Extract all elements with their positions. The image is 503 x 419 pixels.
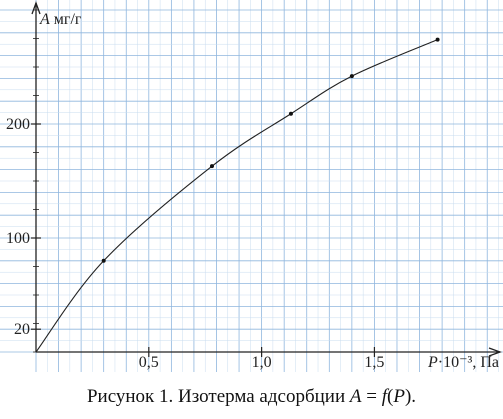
caption-A: A [349, 386, 362, 407]
y-tick-label: 100 [6, 230, 30, 247]
caption-close: ). [404, 386, 417, 407]
figure-caption: Рисунок 1. Изотерма адсорбции A = f(P). [0, 386, 503, 408]
caption-prefix: Рисунок 1. Изотерма адсорбции [86, 386, 350, 407]
x-tick-label: 0,5 [139, 354, 159, 371]
data-point [209, 164, 214, 169]
x-axis-symbol: P [427, 354, 438, 371]
caption-eq: = [361, 386, 382, 407]
x-axis-label: P·10⁻³, Па [427, 354, 499, 371]
x-tick-label: 1,5 [364, 354, 384, 371]
y-axis-label: A мг/г [39, 11, 82, 28]
x-axis-unit: ·10⁻³, Па [438, 354, 499, 371]
caption-P: P [393, 386, 405, 407]
y-axis-unit: мг/г [50, 11, 82, 28]
y-tick-label: 20 [14, 321, 30, 338]
y-axis-symbol: A [39, 11, 50, 28]
y-tick-label: 200 [6, 116, 30, 133]
data-point [349, 74, 354, 79]
x-axis-arrow [488, 347, 502, 357]
caption-open: ( [387, 386, 394, 407]
axis-labels: A мг/г P·10⁻³, Па [39, 11, 499, 371]
x-tick-label: 1,0 [252, 354, 272, 371]
data-points [101, 37, 440, 263]
caption-f: f [381, 386, 387, 407]
data-point [288, 111, 293, 116]
isotherm-curve [35, 39, 438, 353]
ticks: 0,5 1,0 1,5 20 100 200 [6, 9, 384, 371]
data-point [101, 258, 106, 263]
data-point [435, 37, 440, 42]
grid [0, 0, 503, 372]
axes [31, 1, 502, 357]
adsorption-isotherm-chart: 0,5 1,0 1,5 20 100 200 A мг/г P·10⁻³, Па [0, 0, 503, 372]
